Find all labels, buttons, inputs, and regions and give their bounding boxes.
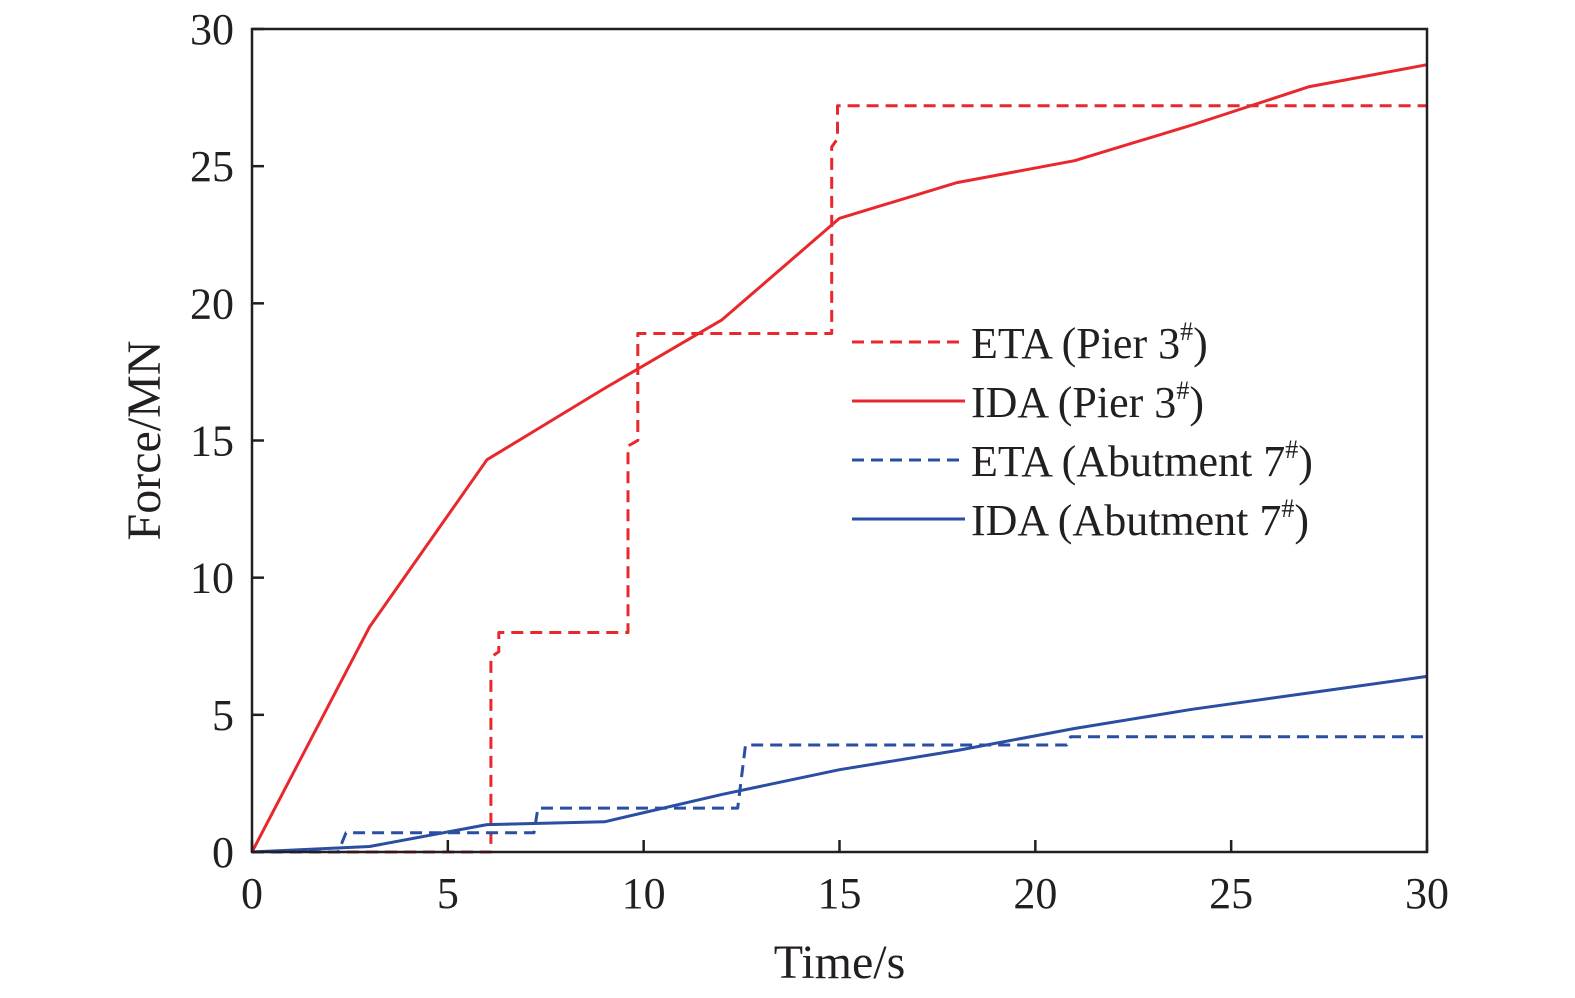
- y-tick-label: 10: [190, 554, 234, 603]
- x-tick-label: 20: [1013, 869, 1057, 918]
- legend-label: ETA (Abutment 7#): [971, 435, 1313, 486]
- series-line-ida-abutment-7: [251, 674, 1428, 854]
- x-tick-label: 25: [1209, 869, 1253, 918]
- series-line-eta-pier-3: [252, 104, 1427, 854]
- y-axis-title: Force/MN: [118, 341, 171, 541]
- x-tick-label: 0: [241, 869, 263, 918]
- legend-label: ETA (Pier 3#): [971, 317, 1208, 368]
- y-tick-label: 15: [190, 417, 234, 466]
- x-tick-label: 10: [622, 869, 666, 918]
- legend: ETA (Pier 3#) IDA (Pier 3#) ETA (Abutment …: [852, 317, 1313, 545]
- x-tick-label: 30: [1405, 869, 1449, 918]
- series-line-eta-abutment-7: [252, 735, 1427, 854]
- x-axis-title: Time/s: [774, 936, 906, 989]
- y-tick-label: 30: [190, 5, 234, 54]
- legend-label: IDA (Pier 3#): [971, 376, 1204, 427]
- legend-label: IDA (Abutment 7#): [971, 494, 1309, 545]
- series-line-ida-pier-3: [250, 63, 1428, 853]
- y-tick-label: 25: [190, 142, 234, 191]
- y-tick-label: 5: [212, 691, 234, 740]
- y-tick-label: 0: [212, 828, 234, 877]
- y-tick-label: 20: [190, 279, 234, 328]
- x-tick-label: 5: [437, 869, 459, 918]
- series-layer: [250, 63, 1428, 854]
- x-tick-label: 15: [818, 869, 862, 918]
- ticks-layer: 0 5 10 15 20 25 30 0 5 10 15 20 25 30: [190, 5, 1449, 918]
